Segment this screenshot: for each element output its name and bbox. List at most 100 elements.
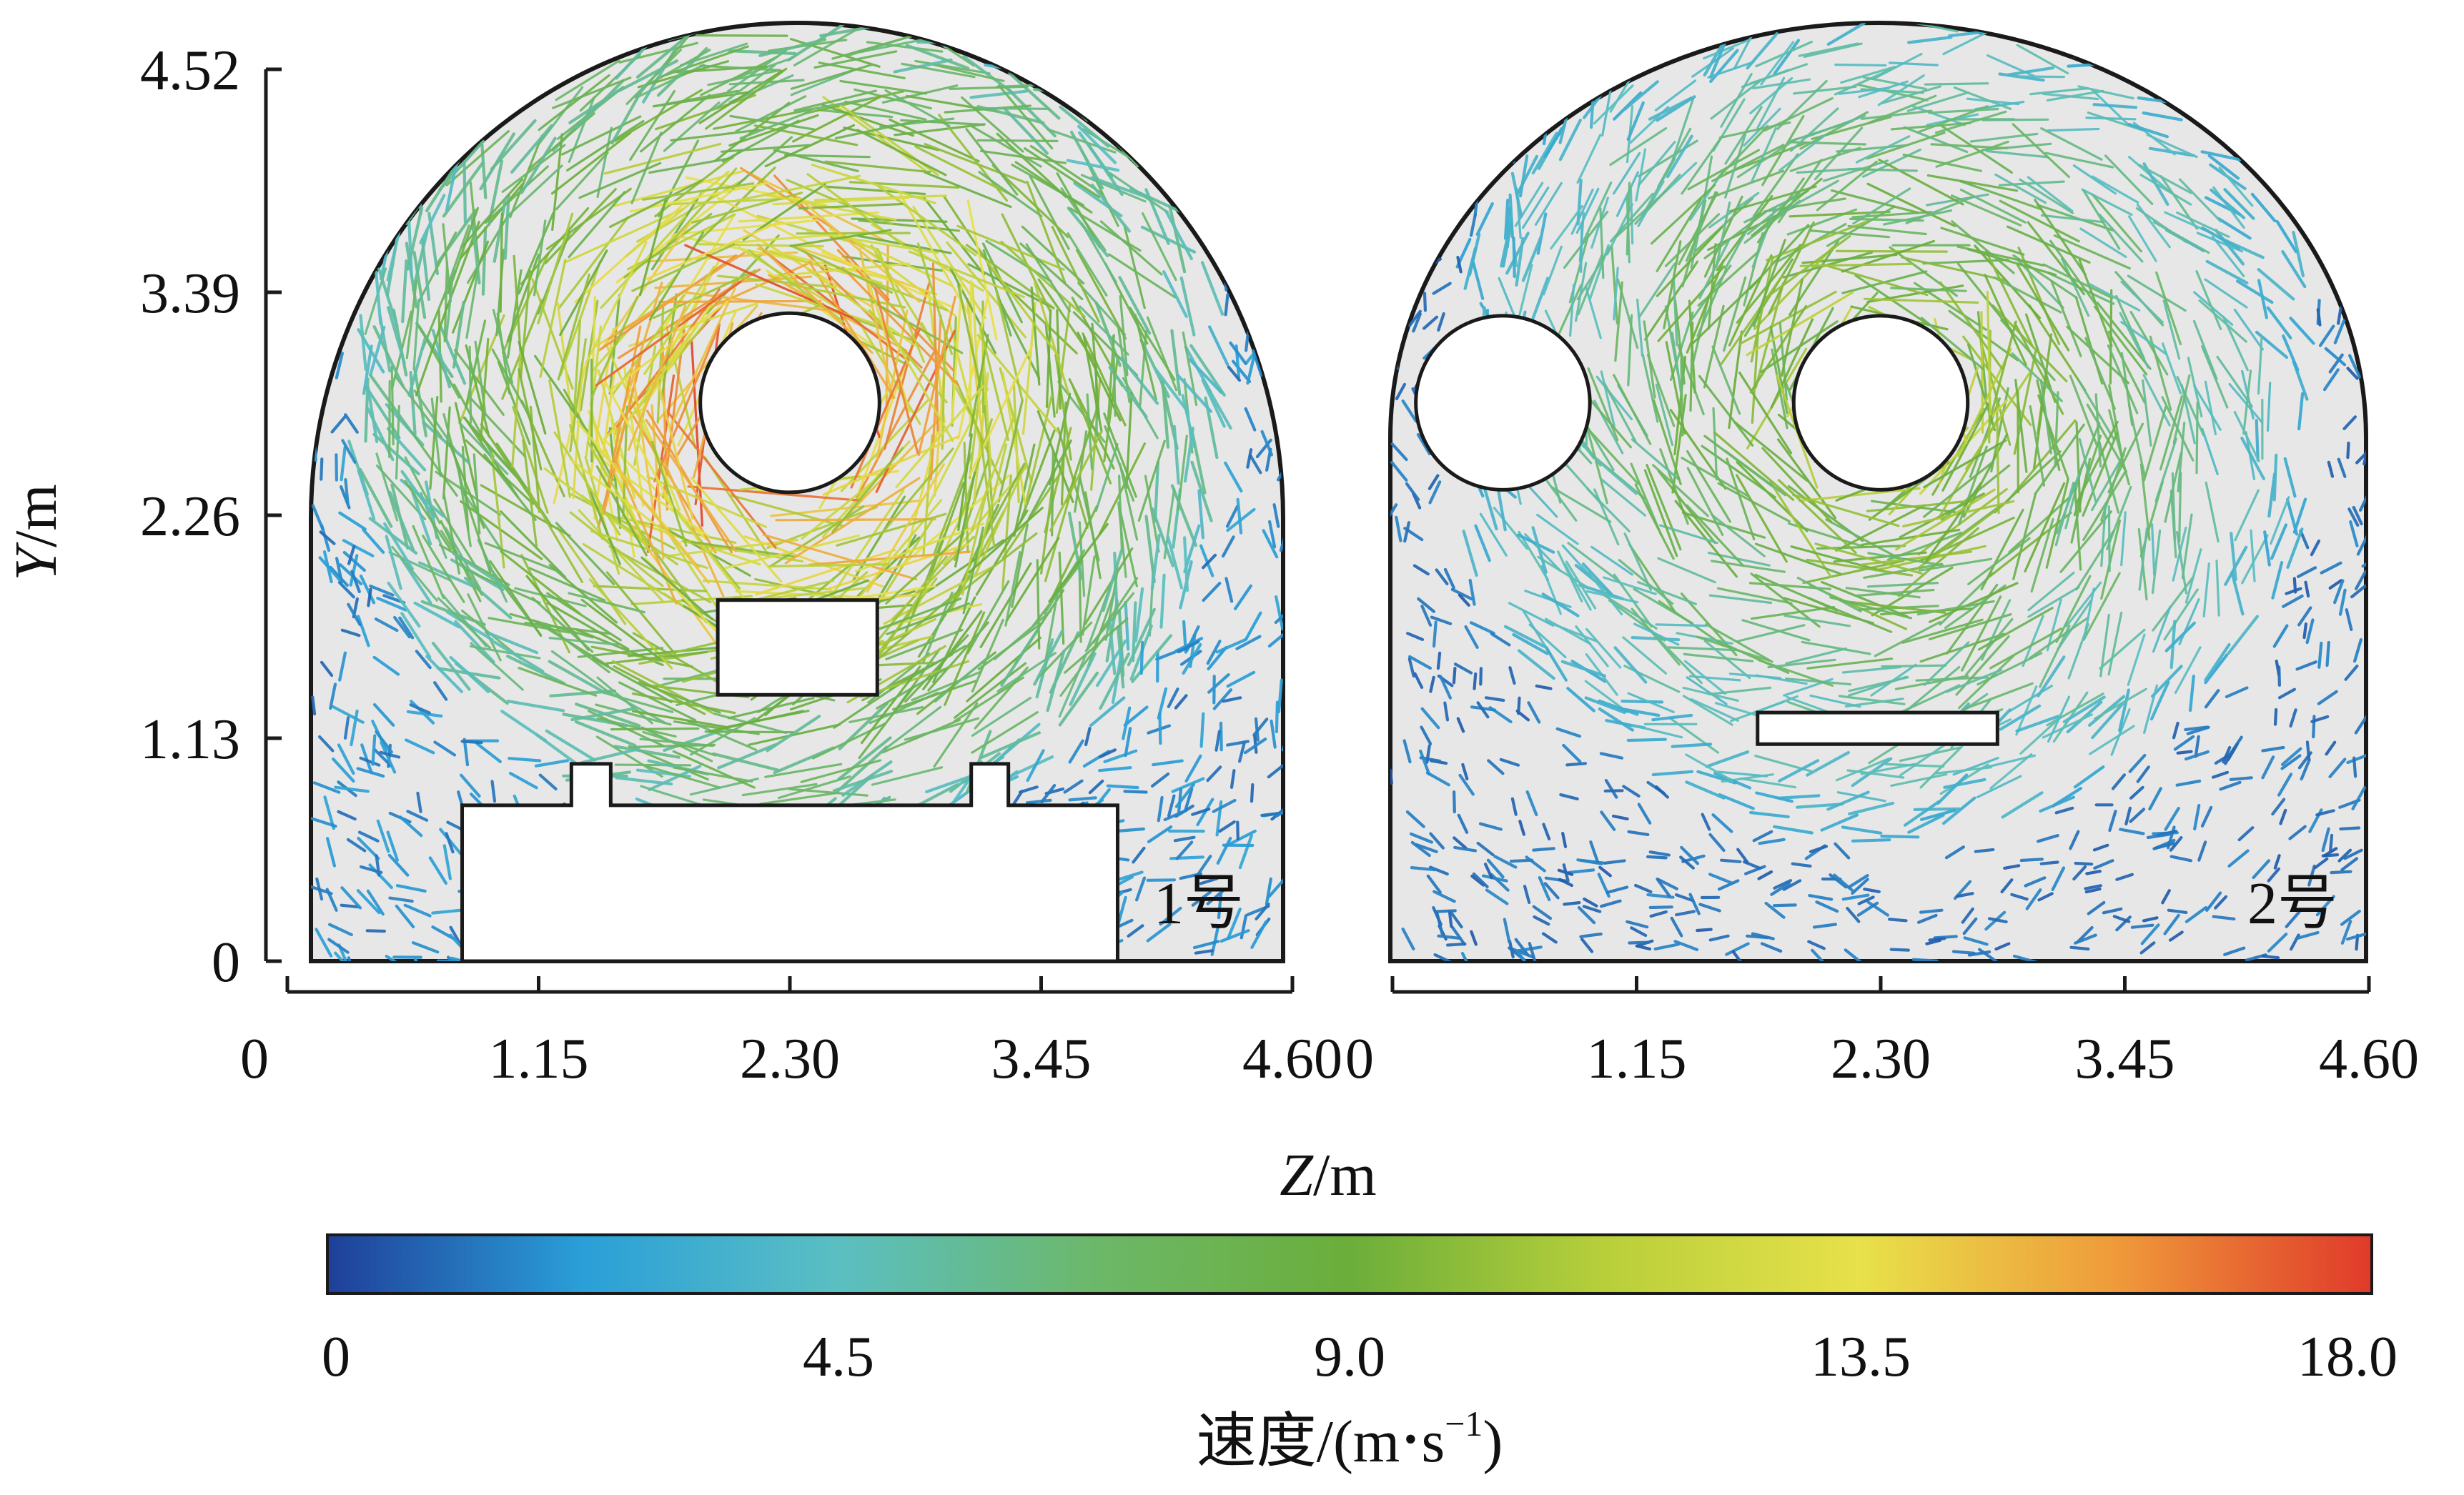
velocity-vector <box>350 709 359 747</box>
velocity-vector <box>2152 605 2172 653</box>
velocity-vector <box>836 745 889 793</box>
velocity-vector <box>1401 399 1417 423</box>
velocity-vector <box>1170 484 1198 547</box>
velocity-vector <box>790 244 894 294</box>
velocity-vector <box>717 274 836 289</box>
velocity-vector <box>1137 48 1167 71</box>
velocity-vector <box>1600 899 1622 908</box>
velocity-vector <box>2050 280 2082 357</box>
velocity-vector <box>1152 759 1184 767</box>
velocity-vector <box>729 114 816 131</box>
velocity-vector <box>684 244 854 319</box>
velocity-vector <box>1890 773 1948 788</box>
velocity-vector <box>412 250 427 319</box>
velocity-vector <box>1072 385 1112 485</box>
velocity-vector <box>1750 256 1774 363</box>
velocity-vector <box>1807 940 1826 950</box>
velocity-vector <box>2028 304 2087 392</box>
velocity-vector <box>1103 749 1138 764</box>
velocity-vector <box>1656 877 1671 898</box>
velocity-vector <box>1428 480 1442 505</box>
velocity-vector <box>1064 617 1129 674</box>
velocity-vector <box>1731 950 1743 962</box>
velocity-vector <box>1542 823 1551 841</box>
velocity-vector <box>385 43 411 66</box>
velocity-vector <box>1649 910 1668 918</box>
velocity-vector <box>1001 474 1012 590</box>
velocity-vector <box>1682 695 1733 726</box>
velocity-vector <box>1575 625 1609 667</box>
velocity-vector <box>904 634 969 703</box>
velocity-vector <box>1867 552 1944 567</box>
velocity-vector <box>378 40 395 67</box>
velocity-vector <box>1544 617 1592 645</box>
velocity-vector <box>1833 551 1927 563</box>
velocity-vector <box>1641 353 1659 423</box>
velocity-vector <box>1701 813 1711 831</box>
velocity-vector <box>375 464 427 521</box>
velocity-vector <box>455 49 482 54</box>
velocity-vector <box>2079 227 2127 258</box>
velocity-vector <box>2292 497 2307 534</box>
velocity-vector <box>1167 687 1179 709</box>
velocity-vector <box>1469 213 1477 237</box>
velocity-vector <box>1790 141 1866 146</box>
velocity-vector <box>1856 901 1879 917</box>
velocity-vector <box>1604 778 1618 799</box>
velocity-vector <box>1728 330 1743 429</box>
velocity-vector <box>617 59 679 93</box>
velocity-vector <box>1095 41 1122 49</box>
velocity-vector <box>2130 923 2154 929</box>
velocity-vector <box>320 660 334 677</box>
velocity-vector <box>1733 421 1809 482</box>
velocity-vector <box>1472 872 1489 889</box>
velocity-vector <box>411 229 429 292</box>
velocity-vector <box>2216 355 2253 408</box>
velocity-vector <box>1026 749 1045 783</box>
velocity-vector <box>1407 655 1433 670</box>
velocity-vector <box>337 943 354 961</box>
velocity-vector <box>388 490 415 552</box>
velocity-vector <box>1671 332 1683 401</box>
velocity-vector <box>1801 640 1871 655</box>
velocity-vector <box>1453 845 1478 853</box>
velocity-vector <box>1667 646 1738 652</box>
velocity-vector <box>1426 874 1442 894</box>
velocity-vector <box>1980 508 2024 591</box>
velocity-vector <box>2332 164 2350 184</box>
velocity-vector <box>2227 615 2259 655</box>
velocity-vector <box>1829 596 1912 620</box>
velocity-vector <box>1887 531 1963 561</box>
velocity-vector <box>1981 142 2052 152</box>
velocity-vector <box>848 705 924 724</box>
velocity-vector <box>1920 317 1985 371</box>
velocity-vector <box>1031 23 1068 31</box>
velocity-vector <box>490 119 537 171</box>
velocity-vector <box>847 236 957 317</box>
velocity-vector <box>613 665 706 715</box>
velocity-vector <box>1215 637 1247 654</box>
x-tick-label: 3.45 <box>2075 1028 2175 1091</box>
velocity-vector <box>1986 149 2049 159</box>
velocity-vector <box>1724 106 1763 165</box>
velocity-vector <box>629 182 770 213</box>
velocity-vector <box>1531 131 1558 175</box>
velocity-vector <box>2024 876 2047 888</box>
velocity-vector <box>460 740 483 745</box>
velocity-vector <box>747 723 841 746</box>
velocity-vector <box>1646 354 1676 427</box>
velocity-vector <box>311 155 332 166</box>
velocity-vector <box>2312 715 2316 739</box>
velocity-vector <box>2361 192 2366 211</box>
velocity-vector <box>1106 784 1139 790</box>
velocity-vector <box>2193 384 2222 431</box>
velocity-vector <box>1250 164 1270 190</box>
velocity-vector <box>2027 221 2086 296</box>
velocity-vector <box>1467 181 1485 196</box>
velocity-vector <box>1709 37 1728 79</box>
velocity-vector <box>1773 39 1801 76</box>
velocity-vector <box>1207 672 1230 694</box>
velocity-vector <box>979 327 1010 442</box>
velocity-vector <box>1600 370 1616 427</box>
velocity-vector <box>962 526 985 615</box>
